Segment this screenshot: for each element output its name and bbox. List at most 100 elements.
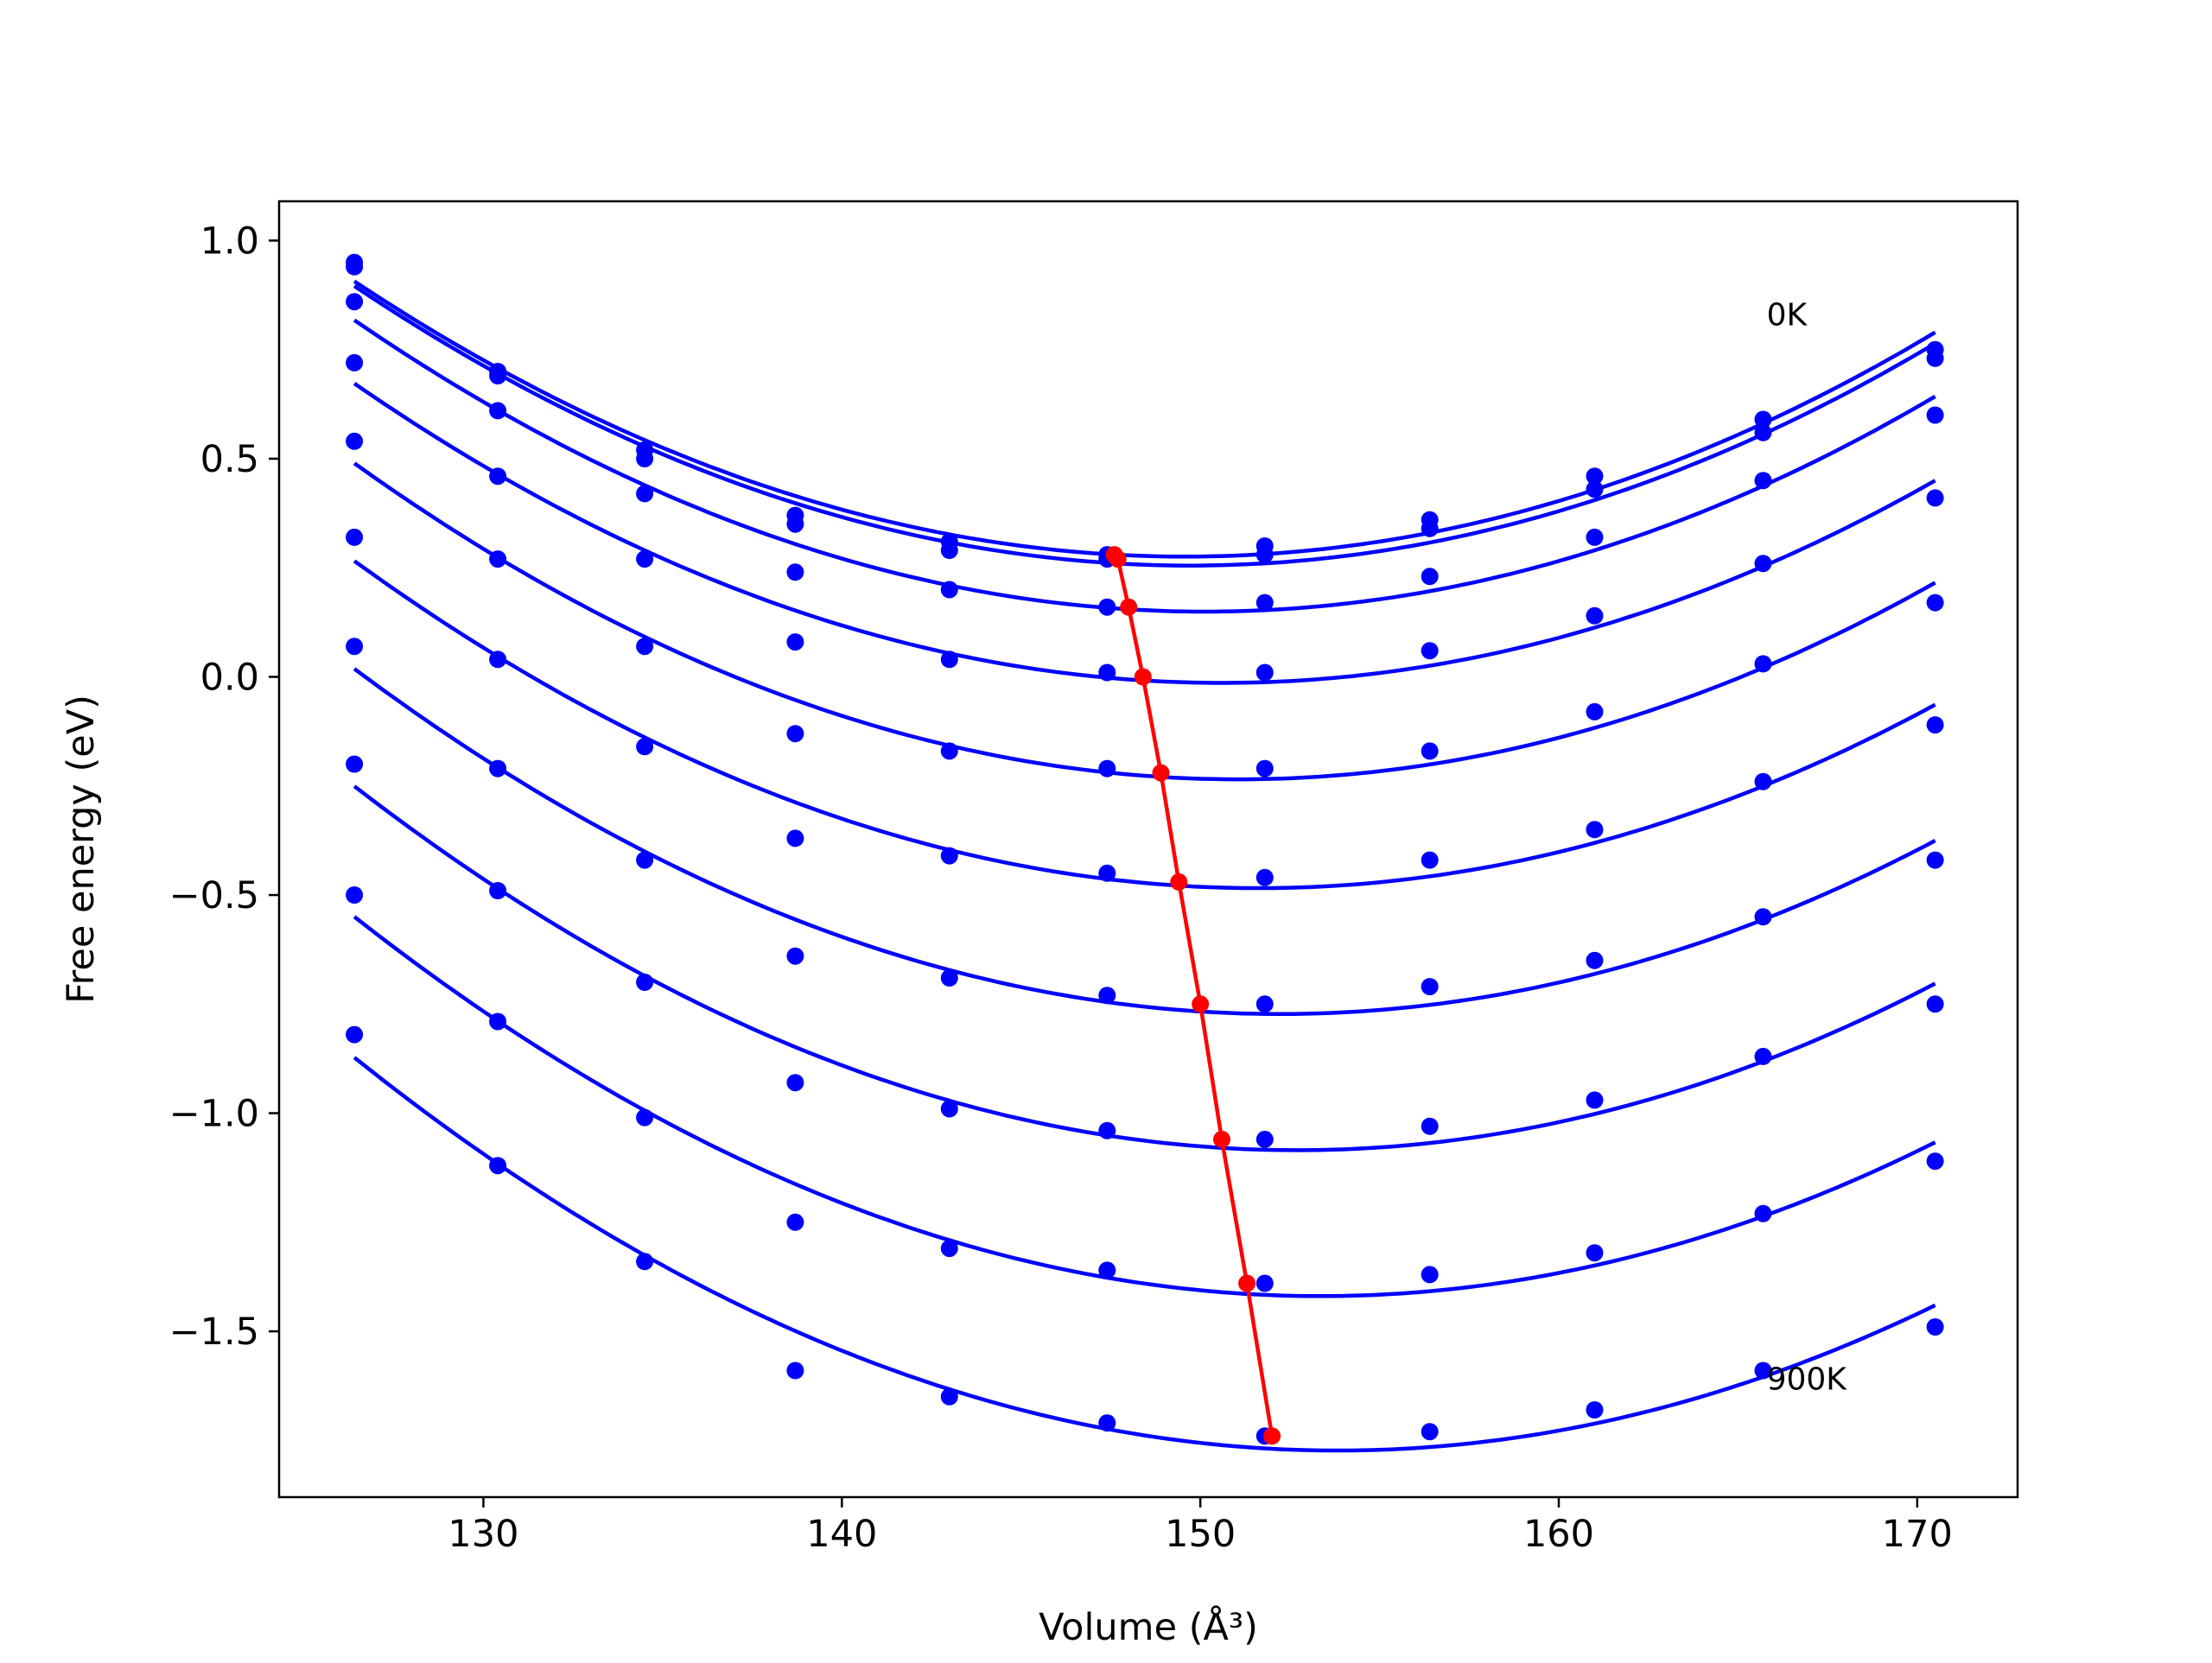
fit-curve-9 xyxy=(353,1056,1936,1453)
plot-frame xyxy=(277,200,2019,1499)
x-tick-label: 150 xyxy=(1165,1513,1236,1556)
data-point xyxy=(1255,593,1274,612)
data-point xyxy=(1586,702,1604,720)
data-point xyxy=(1926,716,1944,734)
x-axis-label: Volume (Å³) xyxy=(1039,1605,1258,1649)
data-point xyxy=(1098,1261,1116,1279)
data-point xyxy=(489,1157,507,1175)
data-point xyxy=(1926,593,1944,612)
minimum-point xyxy=(1134,668,1152,686)
data-point xyxy=(1255,995,1274,1013)
data-point xyxy=(489,651,507,669)
fit-curve-6 xyxy=(353,667,1936,1017)
fit-curve-4 xyxy=(353,461,1936,782)
data-point xyxy=(786,1074,804,1092)
data-point xyxy=(1586,480,1604,498)
data-point xyxy=(1255,663,1274,682)
data-point xyxy=(1926,851,1944,869)
data-point xyxy=(1926,349,1944,367)
data-point xyxy=(940,651,958,669)
data-point xyxy=(940,1387,958,1406)
fit-curve-7 xyxy=(353,784,1936,1152)
fit-curve-8 xyxy=(353,915,1936,1298)
data-point xyxy=(786,633,804,651)
data-point xyxy=(636,1253,654,1271)
x-tick-label: 140 xyxy=(806,1513,877,1556)
minimum-point xyxy=(1213,1130,1230,1148)
data-point xyxy=(636,974,654,991)
data-point xyxy=(1255,759,1274,778)
data-point xyxy=(346,293,364,311)
data-point xyxy=(489,1012,507,1031)
data-point xyxy=(346,432,364,450)
data-point xyxy=(1421,568,1439,586)
data-point xyxy=(1754,908,1772,926)
fit-curve-2 xyxy=(353,318,1936,614)
y-axis-ticks: −1.5 −1.0 −0.5 0.0 0.5 1.0 xyxy=(169,219,279,1354)
data-point xyxy=(1421,1117,1439,1135)
data-point xyxy=(1926,1152,1944,1171)
data-point xyxy=(489,367,507,384)
y-tick-label: −1.0 xyxy=(169,1093,259,1136)
data-point xyxy=(1586,467,1604,486)
data-point xyxy=(346,638,364,656)
data-point xyxy=(1586,1244,1604,1262)
data-point xyxy=(786,947,804,965)
data-point xyxy=(1926,1318,1944,1336)
data-point xyxy=(1255,1130,1274,1148)
data-point xyxy=(1586,1401,1604,1419)
data-point xyxy=(346,353,364,371)
minimum-point xyxy=(1170,873,1188,891)
data-point xyxy=(1754,555,1772,573)
data-point xyxy=(1754,410,1772,428)
data-point xyxy=(940,847,958,865)
annotation-900k: 900K xyxy=(1767,1362,1848,1398)
minimum-line xyxy=(1105,546,1281,1445)
data-point xyxy=(346,257,364,276)
data-point xyxy=(636,738,654,756)
data-point xyxy=(1098,987,1116,1005)
data-point xyxy=(1421,519,1439,537)
data-point xyxy=(1421,1266,1439,1284)
data-point xyxy=(1754,1204,1772,1222)
data-point xyxy=(940,542,958,559)
y-tick-label: 1.0 xyxy=(200,219,259,263)
data-point xyxy=(1255,546,1274,564)
data-point xyxy=(1586,606,1604,625)
minimum-point xyxy=(1120,598,1138,616)
data-point xyxy=(1754,423,1772,441)
data-point xyxy=(786,515,804,533)
data-point xyxy=(940,1240,958,1258)
data-point xyxy=(1098,1414,1116,1432)
data-point xyxy=(1098,864,1116,882)
data-point xyxy=(489,550,507,568)
data-point xyxy=(1421,978,1439,996)
data-point xyxy=(1098,759,1116,778)
data-point xyxy=(1586,821,1604,839)
data-point xyxy=(1255,1274,1274,1292)
data-point xyxy=(1926,489,1944,507)
minimum-point xyxy=(1109,550,1127,568)
fit-curve-1 xyxy=(353,284,1936,568)
fit-curves xyxy=(353,279,1936,1453)
data-point xyxy=(1421,742,1439,760)
minimum-point xyxy=(1152,764,1170,782)
data-point xyxy=(1255,868,1274,886)
data-point xyxy=(489,882,507,899)
data-point xyxy=(786,725,804,743)
data-point xyxy=(1421,642,1439,660)
data-point xyxy=(786,829,804,847)
data-point xyxy=(636,485,654,503)
minimum-volume-line xyxy=(1112,553,1274,1437)
minimum-point xyxy=(1263,1427,1281,1445)
y-tick-label: −0.5 xyxy=(169,874,259,917)
x-tick-label: 130 xyxy=(448,1513,518,1556)
data-point xyxy=(1754,655,1772,673)
data-point xyxy=(786,1213,804,1231)
data-point xyxy=(636,550,654,568)
x-tick-label: 170 xyxy=(1882,1513,1953,1556)
data-point xyxy=(1754,772,1772,790)
